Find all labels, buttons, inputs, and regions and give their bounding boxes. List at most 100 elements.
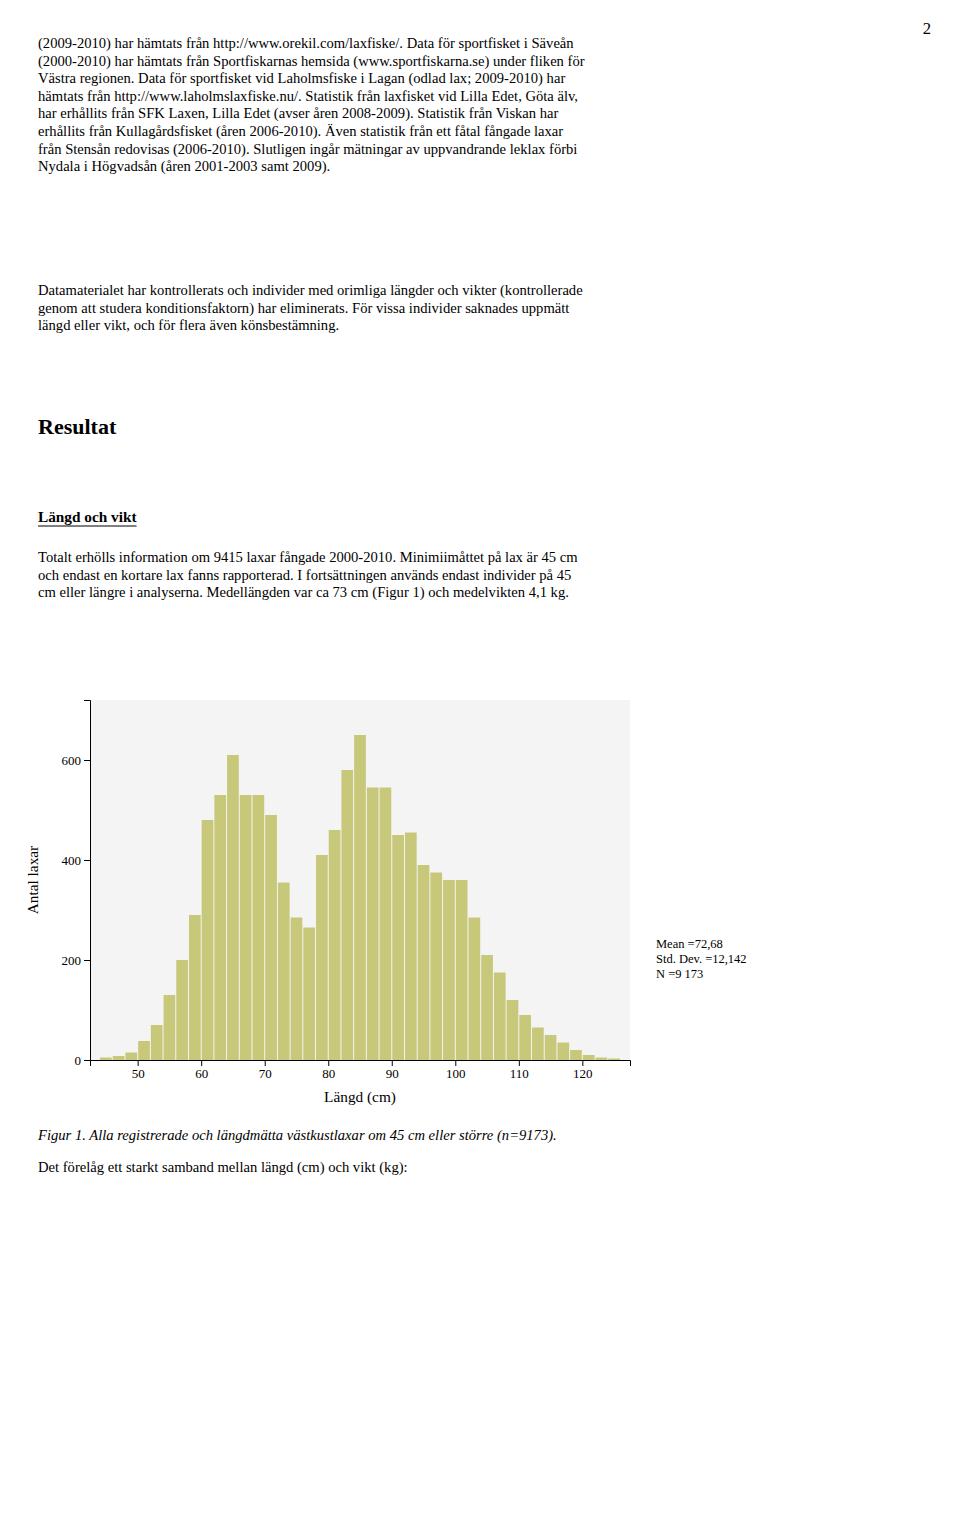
bar [430, 873, 442, 1061]
bar [202, 820, 214, 1060]
tick: 70 [259, 1060, 272, 1081]
paragraph: (2009-2010) har hämtats från http://www.… [38, 35, 585, 175]
text-line: genom att studera konditionsfaktorn) har… [38, 300, 569, 317]
bar [570, 1050, 582, 1060]
y-axis-title: Antal laxar [24, 846, 41, 914]
annotation: Std. Dev. =12,142 [656, 952, 747, 966]
axis-line [84, 701, 91, 1061]
tick: 50 [132, 1060, 145, 1081]
bar [481, 955, 493, 1060]
tick-mark [392, 1060, 393, 1066]
bar [214, 795, 226, 1060]
tick: 100 [446, 1060, 466, 1081]
tick-mark [519, 1060, 520, 1066]
tick-mark [455, 1060, 456, 1066]
underline [38, 526, 137, 527]
bar [329, 830, 341, 1060]
tick-mark [201, 1060, 202, 1066]
bar [113, 1056, 125, 1060]
tick: 80 [322, 1060, 335, 1081]
tick: 110 [510, 1060, 529, 1081]
tick-label: 120 [573, 1066, 593, 1081]
bar [494, 973, 506, 1061]
tick-label: 0 [75, 1053, 82, 1068]
tick: 120 [573, 1060, 593, 1081]
tick-label: 110 [510, 1066, 529, 1081]
text-line: (2000-2010) har hämtats från Sportfiskar… [38, 53, 585, 70]
bar [341, 770, 353, 1060]
bar [138, 1041, 150, 1060]
bar [151, 1025, 163, 1060]
tick-label: 60 [195, 1066, 208, 1081]
bar [100, 1058, 112, 1061]
annotation: N =9 173 [656, 967, 703, 981]
paragraph: Totalt erhölls information om 9415 laxar… [38, 549, 578, 601]
annotation: Mean =72,68 [656, 937, 723, 951]
bar [456, 880, 468, 1060]
stats: Mean =72,68Std. Dev. =12,142N =9 173 [656, 937, 747, 981]
bar [253, 795, 265, 1060]
bar [596, 1058, 608, 1061]
tick: 200 [62, 953, 91, 968]
bar [392, 835, 404, 1060]
bar [443, 880, 455, 1060]
text-line: och endast en kortare lax fanns rapporte… [38, 567, 571, 583]
tick: 400 [62, 853, 91, 868]
text-line: hämtats från http://www.laholmslaxfiske.… [38, 88, 578, 104]
text-line: Datamaterialet har kontrollerats och ind… [38, 282, 583, 299]
bars [100, 735, 620, 1060]
text-line: (2009-2010) har hämtats från http://www.… [38, 35, 574, 52]
tick-mark [138, 1060, 139, 1066]
bar [291, 918, 303, 1061]
bar [189, 915, 201, 1060]
bar [316, 855, 328, 1060]
text-line: längd eller vikt, och för flera även kön… [38, 317, 339, 333]
bar [354, 735, 366, 1060]
paragraph: Datamaterialet har kontrollerats och ind… [38, 282, 583, 333]
heading: Resultat [38, 414, 117, 439]
plot-background [90, 700, 630, 1060]
page: 2 (2009-2010) har hämtats från http://www… [0, 0, 960, 1515]
x-axis-title: Längd (cm) [324, 1088, 396, 1106]
bar [176, 960, 188, 1060]
bar [583, 1055, 595, 1060]
text-line: Totalt erhölls information om 9415 laxar… [38, 549, 578, 565]
bar [240, 795, 252, 1060]
x-axis: 50 60 70 80 90 100 110 120 [91, 1060, 631, 1081]
axis-line [91, 1061, 631, 1067]
tick-mark [328, 1060, 329, 1066]
tick-label: 600 [62, 753, 82, 768]
bar [367, 788, 379, 1061]
bar [608, 1059, 620, 1061]
chart: 50 60 70 80 90 100 110 120 0 200 400 600 Längd (cm) A… [24, 700, 631, 1106]
tick: 90 [386, 1060, 399, 1081]
tick-mark [84, 760, 90, 761]
bar [557, 1043, 569, 1061]
text-line: Västra regionen. Data för sportfisket vi… [38, 70, 565, 87]
tick-label: 200 [62, 953, 82, 968]
tick-mark [84, 1060, 90, 1061]
bar [265, 815, 277, 1060]
tick: 600 [62, 753, 91, 768]
bar [303, 928, 315, 1061]
tick-label: 70 [259, 1066, 272, 1081]
tick-label: 80 [322, 1066, 335, 1081]
tick-mark [582, 1060, 583, 1066]
bar [507, 1000, 519, 1060]
y-axis: 0 200 400 600 [62, 701, 91, 1068]
bar [227, 755, 239, 1060]
bar [278, 883, 290, 1061]
bar [469, 918, 481, 1061]
bar [380, 788, 392, 1061]
tick-label: 50 [132, 1066, 145, 1081]
text-line: Nydala i Högvadsån (åren 2001-2003 samt … [38, 158, 330, 175]
page-number: 2 [923, 19, 931, 38]
bar [418, 865, 430, 1060]
bar [532, 1028, 544, 1061]
subheading: Längd och vikt [38, 508, 138, 525]
text-line: cm eller längre i analyserna. Medellängd… [38, 584, 569, 601]
tick-mark [265, 1060, 266, 1066]
tick-label: 100 [446, 1066, 466, 1081]
text-line: har erhållits från SFK Laxen, Lilla Edet… [38, 105, 559, 122]
text-line: Det förelåg ett starkt samband mellan lä… [38, 1159, 408, 1176]
